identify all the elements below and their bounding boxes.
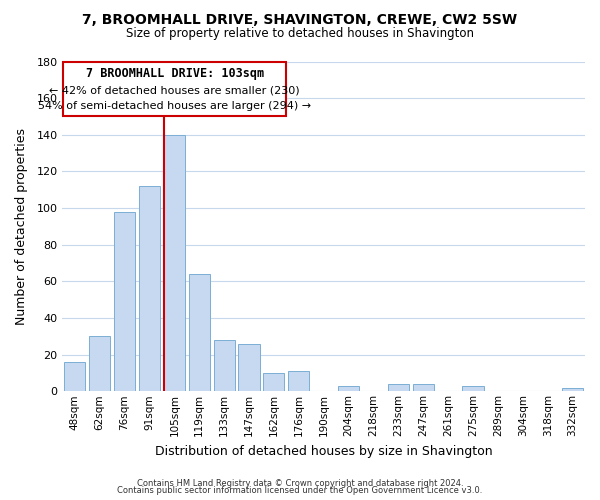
Bar — [388, 384, 409, 392]
Bar — [214, 340, 235, 392]
Bar — [139, 186, 160, 392]
Text: 7, BROOMHALL DRIVE, SHAVINGTON, CREWE, CW2 5SW: 7, BROOMHALL DRIVE, SHAVINGTON, CREWE, C… — [82, 12, 518, 26]
FancyBboxPatch shape — [63, 62, 286, 116]
Bar — [89, 336, 110, 392]
Bar — [413, 384, 434, 392]
Text: 7 BROOMHALL DRIVE: 103sqm: 7 BROOMHALL DRIVE: 103sqm — [86, 67, 263, 80]
Bar — [288, 371, 310, 392]
X-axis label: Distribution of detached houses by size in Shavington: Distribution of detached houses by size … — [155, 444, 493, 458]
Text: ← 42% of detached houses are smaller (230): ← 42% of detached houses are smaller (23… — [49, 86, 300, 96]
Text: Size of property relative to detached houses in Shavington: Size of property relative to detached ho… — [126, 28, 474, 40]
Bar — [164, 135, 185, 392]
Bar — [338, 386, 359, 392]
Bar — [238, 344, 260, 392]
Bar — [114, 212, 135, 392]
Bar — [188, 274, 210, 392]
Text: Contains HM Land Registry data © Crown copyright and database right 2024.: Contains HM Land Registry data © Crown c… — [137, 478, 463, 488]
Bar — [463, 386, 484, 392]
Bar — [64, 362, 85, 392]
Bar — [562, 388, 583, 392]
Text: Contains public sector information licensed under the Open Government Licence v3: Contains public sector information licen… — [118, 486, 482, 495]
Text: 54% of semi-detached houses are larger (294) →: 54% of semi-detached houses are larger (… — [38, 102, 311, 112]
Bar — [263, 373, 284, 392]
Y-axis label: Number of detached properties: Number of detached properties — [15, 128, 28, 325]
